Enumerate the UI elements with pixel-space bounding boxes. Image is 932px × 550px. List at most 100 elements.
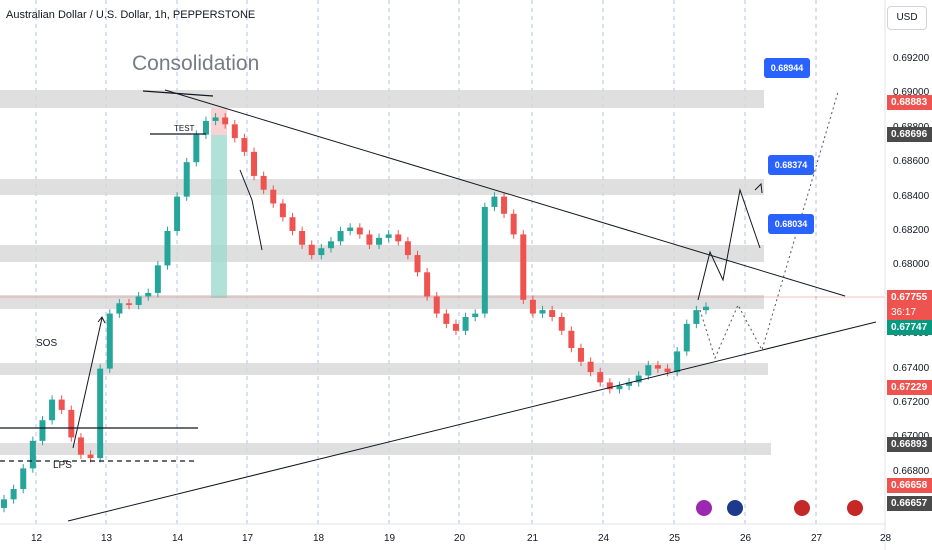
candle-body — [241, 138, 248, 152]
candle-body — [452, 323, 459, 331]
candle-body — [616, 385, 623, 390]
currency-button[interactable]: USD — [887, 6, 927, 30]
candle-body — [318, 248, 325, 256]
candle-body — [174, 196, 181, 231]
countdown-tag: 36:17 — [887, 305, 932, 320]
candle-body — [597, 372, 604, 383]
lps-label: LPS — [53, 460, 72, 471]
consolidation-label: Consolidation — [132, 52, 260, 75]
price-tag-red-low: 0.66658 — [887, 478, 932, 493]
candle-body — [366, 234, 373, 245]
time-axis-tick: 19 — [384, 533, 396, 544]
candle-body — [703, 306, 709, 311]
candle-body — [58, 399, 65, 410]
price-tag-green: 0.67747 — [887, 320, 932, 335]
event-au-flag-icon[interactable] — [727, 500, 743, 516]
candle-body — [116, 303, 123, 314]
candle-body — [549, 310, 556, 318]
candle-body — [443, 313, 450, 324]
candle-body — [501, 196, 508, 214]
candle-body — [462, 317, 469, 331]
target-callout-3[interactable]: 0.68034 — [768, 214, 814, 234]
event-lightning-icon[interactable] — [696, 500, 712, 516]
time-axis-tick: 27 — [811, 533, 823, 544]
support-resistance-zones — [0, 90, 885, 455]
price-axis-tick: 0.67200 — [893, 397, 930, 409]
sos-label: SOS — [36, 338, 58, 349]
price-tag-gray-bottom: 0.66657 — [887, 496, 932, 511]
price-tag-gray-low: 0.66893 — [887, 437, 932, 452]
time-axis-tick: 20 — [454, 533, 466, 544]
candle-body — [97, 368, 104, 459]
candle-body — [404, 241, 411, 256]
candle-body — [289, 217, 296, 231]
candle-body — [231, 124, 238, 139]
target-callout-1[interactable]: 0.68944 — [764, 58, 810, 78]
candle-body — [558, 317, 565, 331]
candle-body — [424, 272, 431, 297]
target-callout-2[interactable]: 0.68374 — [768, 155, 814, 175]
candle-body — [183, 162, 190, 197]
chart-drawings — [0, 89, 877, 522]
candle-body — [1, 499, 7, 508]
candlestick-series — [1, 113, 709, 513]
candle-body — [106, 313, 113, 369]
candle-body — [347, 227, 354, 231]
candle-body — [529, 299, 536, 314]
candle-body — [693, 310, 700, 324]
candle-body — [270, 189, 277, 204]
candle-body — [327, 241, 334, 249]
candle-body — [654, 365, 661, 369]
time-axis-tick: 17 — [242, 533, 254, 544]
candle-body — [491, 196, 498, 207]
candle-body — [645, 365, 652, 376]
time-axis-tick: 28 — [880, 533, 892, 544]
projection-path — [697, 188, 761, 301]
candle-body — [376, 237, 383, 245]
candle-body — [539, 310, 546, 314]
price-axis-tick: 0.69000 — [893, 87, 930, 99]
candle-body — [385, 234, 392, 238]
test-label: TEST — [174, 124, 195, 133]
risk-box — [211, 108, 227, 135]
candle-body — [587, 361, 594, 373]
event-us-flag-icon-2[interactable] — [847, 500, 863, 516]
candle-body — [260, 175, 267, 190]
candle-body — [520, 234, 527, 300]
candle-body — [222, 117, 229, 125]
candle-body — [568, 330, 575, 348]
price-tag-current: 0.67755 — [887, 290, 932, 305]
candle-body — [68, 409, 75, 438]
candle-body — [683, 323, 690, 352]
candle-body — [308, 244, 315, 256]
price-axis-tick: 0.67400 — [893, 362, 930, 374]
candle-body — [87, 454, 94, 459]
candle-body — [299, 230, 306, 245]
candle-body — [126, 303, 133, 305]
sr-zone — [0, 295, 764, 309]
event-us-flag-icon[interactable] — [794, 500, 810, 516]
time-axis-tick: 25 — [669, 533, 681, 544]
consolidation-top-line — [142, 90, 214, 97]
candle-body — [433, 296, 440, 314]
sr-zone — [0, 179, 764, 195]
candle-body — [279, 203, 286, 218]
candle-body — [154, 265, 161, 293]
chart-title: Australian Dollar / U.S. Dollar, 1h, PEP… — [6, 9, 256, 21]
time-axis-tick: 18 — [313, 533, 325, 544]
candle-body — [164, 230, 171, 266]
candle-body — [664, 368, 671, 373]
candle-body — [135, 296, 142, 305]
price-tag-red-mid: 0.67229 — [887, 380, 932, 395]
time-axis-tick: 21 — [527, 533, 539, 544]
candle-body — [472, 313, 479, 318]
candle-body — [635, 375, 642, 383]
time-axis-tick: 12 — [31, 533, 43, 544]
candle-body — [356, 227, 363, 235]
candle-body — [251, 151, 258, 176]
time-axis-tick: 13 — [101, 533, 113, 544]
upper-trendline — [164, 89, 846, 297]
projection-arrow-head — [754, 182, 763, 194]
reward-box — [211, 135, 227, 298]
